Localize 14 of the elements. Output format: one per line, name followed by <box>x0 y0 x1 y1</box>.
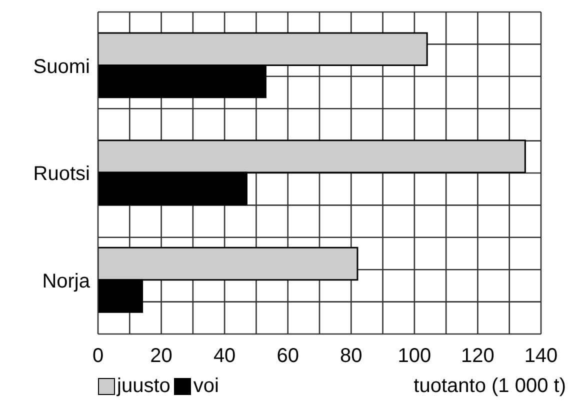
legend-label: juusto <box>117 375 170 398</box>
x-axis-title: tuotanto (1 000 t) <box>414 375 566 398</box>
x-tick-label: 120 <box>461 345 494 368</box>
x-tick-label: 100 <box>398 345 432 368</box>
x-tick-label: 80 <box>340 345 362 368</box>
y-tick-label: Norja <box>42 270 91 292</box>
y-tick-label: Ruotsi <box>33 163 90 186</box>
x-tick-label: 40 <box>213 345 236 368</box>
x-tick-label: 140 <box>524 345 558 368</box>
x-tick-label: 60 <box>276 345 299 368</box>
legend-label: voi <box>193 375 219 398</box>
y-tick-label: Suomi <box>33 56 90 78</box>
x-tick-label: 0 <box>92 345 104 368</box>
x-tick-label: 20 <box>150 345 172 368</box>
